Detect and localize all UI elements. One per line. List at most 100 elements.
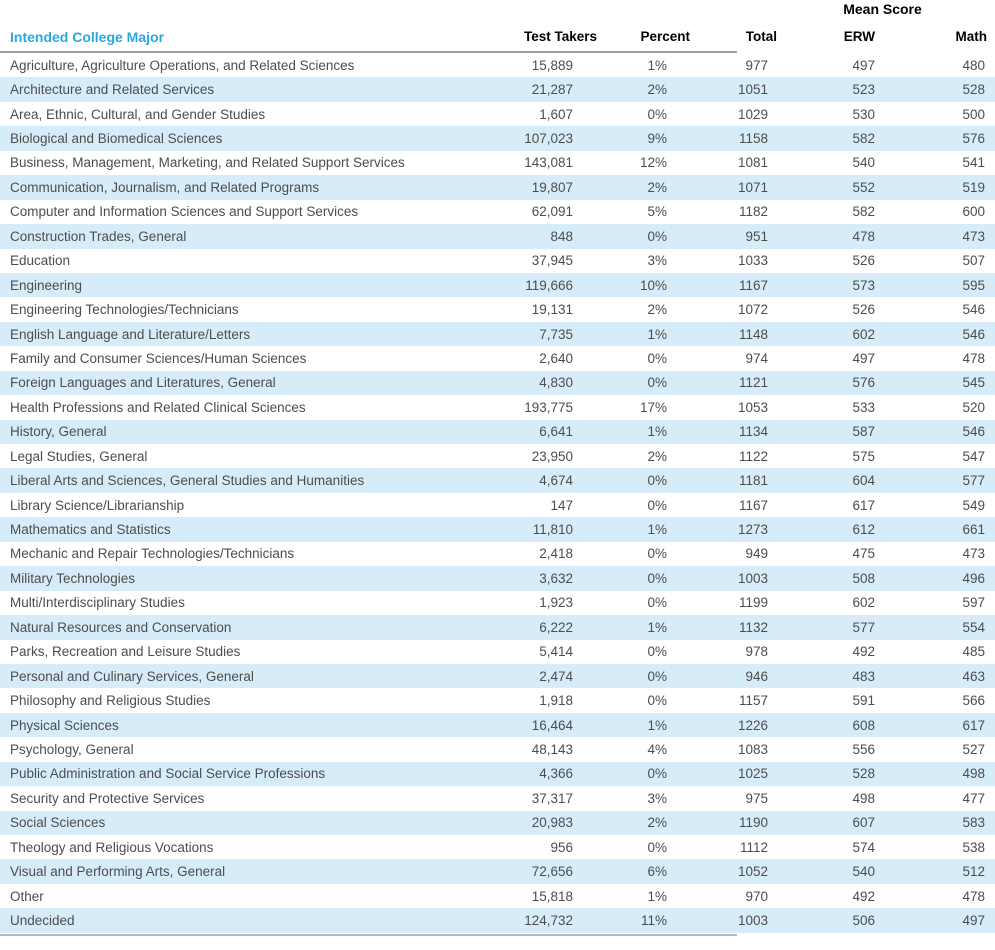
math-cell: 480 (962, 57, 985, 73)
math-cell: 473 (962, 228, 985, 244)
math-cell: 507 (962, 253, 985, 269)
math-cell: 576 (962, 131, 985, 147)
test-takers-cell: 21,287 (531, 82, 573, 98)
erw-cell: 582 (852, 204, 875, 220)
major-cell: Natural Resources and Conservation (10, 619, 232, 635)
percent-cell: 0% (647, 375, 667, 391)
total-cell: 1052 (737, 864, 768, 880)
test-takers-cell: 2,640 (539, 350, 573, 366)
erw-cell: 540 (852, 155, 875, 171)
erw-cell: 526 (852, 253, 875, 269)
erw-cell: 591 (852, 693, 875, 709)
total-cell: 949 (745, 546, 768, 562)
total-cell: 946 (745, 668, 768, 684)
total-cell: 978 (745, 644, 768, 660)
major-cell: Family and Consumer Sciences/Human Scien… (10, 350, 307, 366)
test-takers-cell: 7,735 (539, 326, 573, 342)
table-row: Legal Studies, General 23,950 2% 1122 57… (0, 444, 995, 468)
test-takers-cell: 1,918 (539, 693, 573, 709)
table-row: Mechanic and Repair Technologies/Technic… (0, 542, 995, 566)
column-header-test-takers: Test Takers (523, 29, 597, 44)
percent-cell: 0% (647, 546, 667, 562)
percent-cell: 0% (647, 497, 667, 513)
percent-cell: 1% (647, 619, 667, 635)
total-cell: 1190 (738, 815, 768, 831)
header-divider-rule (0, 51, 737, 53)
major-cell: Theology and Religious Vocations (10, 839, 214, 855)
math-cell: 549 (962, 497, 985, 513)
test-takers-cell: 4,366 (539, 766, 573, 782)
percent-cell: 0% (647, 570, 667, 586)
major-cell: Business, Management, Marketing, and Rel… (10, 155, 405, 171)
major-cell: Mechanic and Repair Technologies/Technic… (10, 546, 295, 562)
math-cell: 597 (962, 595, 985, 611)
major-cell: Agriculture, Agriculture Operations, and… (10, 57, 355, 73)
percent-cell: 2% (647, 179, 667, 195)
major-cell: Psychology, General (10, 741, 134, 757)
table-row: Agriculture, Agriculture Operations, and… (0, 53, 995, 77)
test-takers-cell: 3,632 (539, 570, 573, 586)
erw-cell: 528 (852, 766, 875, 782)
test-takers-cell: 143,081 (524, 155, 573, 171)
percent-cell: 4% (647, 741, 667, 757)
header-row: Intended College Major Test Takers Perce… (0, 20, 995, 53)
total-cell: 1121 (738, 375, 768, 391)
erw-cell: 497 (852, 57, 875, 73)
total-cell: 1003 (737, 570, 768, 586)
table-row: Library Science/Librarianship 147 0% 116… (0, 493, 995, 517)
percent-cell: 6% (647, 864, 667, 880)
major-cell: Communication, Journalism, and Related P… (10, 179, 320, 195)
erw-cell: 602 (852, 326, 875, 342)
major-cell: Undecided (10, 913, 75, 929)
table-row: Architecture and Related Services 21,287… (0, 77, 995, 102)
math-cell: 617 (962, 717, 985, 733)
math-cell: 595 (962, 277, 985, 293)
test-takers-cell: 107,023 (524, 131, 573, 147)
total-cell: 1132 (738, 619, 768, 635)
major-cell: Legal Studies, General (10, 448, 148, 464)
major-cell: Area, Ethnic, Cultural, and Gender Studi… (10, 106, 266, 122)
table-row: Education 37,945 3% 1033 526 507 (0, 249, 995, 273)
math-cell: 473 (962, 546, 985, 562)
test-takers-cell: 193,775 (524, 399, 573, 415)
math-cell: 583 (962, 815, 985, 831)
major-cell: English Language and Literature/Letters (10, 326, 251, 342)
test-takers-cell: 6,641 (539, 424, 573, 440)
total-cell: 970 (745, 888, 768, 904)
major-cell: Education (10, 253, 71, 269)
test-takers-cell: 2,474 (539, 668, 573, 684)
test-takers-cell: 124,732 (524, 913, 573, 929)
total-cell: 1033 (737, 253, 768, 269)
math-cell: 512 (962, 864, 985, 880)
table-row: Security and Protective Services 37,317 … (0, 786, 995, 810)
percent-cell: 5% (647, 204, 667, 220)
math-cell: 477 (962, 790, 985, 806)
table-row: Family and Consumer Sciences/Human Scien… (0, 346, 995, 370)
erw-cell: 540 (852, 864, 875, 880)
table-row: Health Professions and Related Clinical … (0, 395, 995, 419)
table-row: History, General 6,641 1% 1134 587 546 (0, 419, 995, 444)
math-cell: 546 (962, 302, 985, 318)
total-cell: 977 (745, 57, 768, 73)
table-row: Psychology, General 48,143 4% 1083 556 5… (0, 737, 995, 761)
erw-cell: 530 (852, 106, 875, 122)
table-row: Theology and Religious Vocations 956 0% … (0, 835, 995, 859)
erw-cell: 573 (852, 277, 875, 293)
percent-cell: 2% (647, 82, 667, 98)
table-row: Visual and Performing Arts, General 72,6… (0, 859, 995, 884)
total-cell: 1157 (738, 693, 768, 709)
major-cell: Parks, Recreation and Leisure Studies (10, 644, 241, 660)
percent-cell: 2% (647, 448, 667, 464)
percent-cell: 0% (647, 839, 667, 855)
math-cell: 661 (962, 522, 985, 538)
erw-cell: 526 (852, 302, 875, 318)
erw-cell: 552 (852, 179, 875, 195)
total-cell: 951 (745, 228, 768, 244)
erw-cell: 497 (852, 350, 875, 366)
erw-cell: 575 (852, 448, 875, 464)
percent-cell: 0% (647, 644, 667, 660)
major-cell: Liberal Arts and Sciences, General Studi… (10, 473, 365, 489)
major-cell: Biological and Biomedical Sciences (10, 131, 223, 147)
major-cell: Engineering (10, 277, 83, 293)
percent-cell: 0% (647, 473, 667, 489)
